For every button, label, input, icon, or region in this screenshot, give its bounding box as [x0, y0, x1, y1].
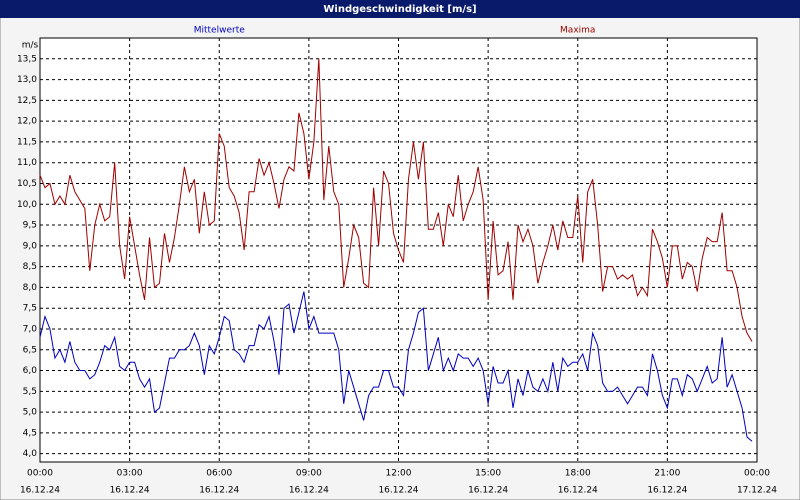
series-line	[39, 58, 753, 342]
y-tick-label: 13,0	[17, 75, 37, 85]
y-tick-label: 10,5	[17, 179, 37, 189]
x-tick-label: 00:00	[744, 469, 770, 479]
legend-label: Mittelwerte	[194, 26, 245, 36]
y-tick-label: 5,0	[23, 408, 38, 418]
x-tick-date: 16.12.24	[468, 486, 508, 496]
title-bar	[0, 0, 800, 18]
y-tick-label: 8,0	[23, 283, 38, 293]
x-tick-label: 09:00	[296, 469, 322, 479]
legend-label: Maxima	[560, 26, 595, 36]
y-tick-label: 11,5	[17, 137, 37, 147]
x-tick-label: 06:00	[206, 469, 232, 479]
y-tick-label: 8,5	[23, 262, 37, 272]
x-tick-date: 17.12.24	[737, 486, 777, 496]
x-tick-label: 18:00	[565, 469, 591, 479]
x-tick-date: 16.12.24	[20, 486, 60, 496]
y-tick-label: 12,5	[17, 96, 37, 106]
y-tick-label: 6,5	[23, 345, 37, 355]
y-tick-label: 5,5	[23, 387, 37, 397]
x-tick-label: 00:00	[27, 469, 53, 479]
x-tick-label: 15:00	[475, 469, 501, 479]
x-tick-date: 16.12.24	[110, 486, 150, 496]
y-tick-label: 7,5	[23, 304, 37, 314]
x-tick-date: 16.12.24	[289, 486, 329, 496]
x-tick-date: 16.12.24	[558, 486, 598, 496]
y-tick-label: 11,0	[17, 158, 37, 168]
y-tick-label: 7,0	[23, 324, 38, 334]
y-tick-label: 4,0	[23, 449, 38, 459]
y-tick-label: 9,0	[23, 241, 38, 251]
x-tick-date: 16.12.24	[378, 486, 418, 496]
y-tick-label: 6,0	[23, 366, 38, 376]
y-unit: m/s	[22, 41, 39, 51]
x-tick-label: 21:00	[654, 469, 680, 479]
x-tick-label: 03:00	[117, 469, 143, 479]
x-tick-date: 16.12.24	[199, 486, 239, 496]
x-tick-date: 16.12.24	[647, 486, 687, 496]
y-tick-label: 4,5	[23, 428, 37, 438]
y-tick-label: 9,5	[23, 221, 37, 231]
y-tick-label: 10,0	[17, 200, 37, 210]
y-tick-label: 13,5	[17, 54, 37, 64]
chart-title: Windgeschwindigkeit [m/s]	[323, 4, 476, 15]
y-tick-label: 12,0	[17, 117, 37, 127]
series-line	[39, 291, 753, 442]
x-tick-label: 12:00	[386, 469, 412, 479]
